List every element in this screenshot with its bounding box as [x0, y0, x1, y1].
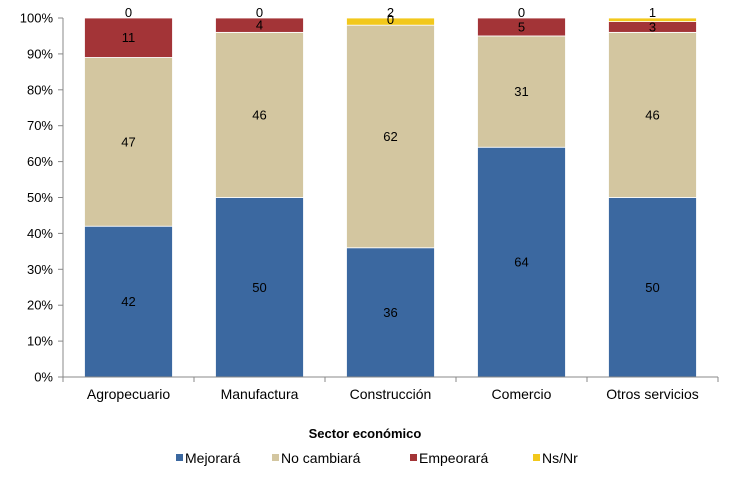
legend: Mejorará No cambiará Empeorará Ns/Nr	[176, 450, 578, 466]
bar-segment	[84, 17, 173, 58]
bar-segment	[477, 146, 566, 378]
legend-label: No cambiará	[281, 450, 361, 466]
x-axis: Agropecuario Manufactura Construcción Comer…	[62, 376, 719, 402]
data-label: 46	[252, 107, 266, 122]
data-label: 42	[121, 294, 135, 309]
legend-label: Mejorará	[185, 450, 240, 466]
y-tick-label: 10%	[27, 334, 53, 349]
x-tick-label: Construcción	[350, 386, 432, 402]
bar-segment	[215, 31, 304, 198]
y-tick-label: 40%	[27, 226, 53, 241]
x-axis-title: Sector económico	[309, 426, 422, 441]
y-tick-label: 0%	[34, 370, 53, 385]
y-tick-label: 50%	[27, 190, 53, 205]
bar-segment	[608, 31, 697, 198]
y-tick-label: 90%	[27, 46, 53, 61]
x-tick-label: Comercio	[492, 386, 552, 402]
data-label: 47	[121, 134, 135, 149]
x-tick-label: Agropecuario	[87, 386, 170, 402]
legend-swatch	[272, 454, 279, 461]
data-label: 50	[252, 280, 266, 295]
data-label: 50	[645, 280, 659, 295]
data-label: 0	[125, 5, 132, 20]
legend-swatch	[176, 454, 183, 461]
y-tick-label: 20%	[27, 298, 53, 313]
data-label: 46	[645, 107, 659, 122]
bar-segment	[84, 225, 173, 378]
bar-segment	[346, 17, 435, 26]
bar-segment	[477, 17, 566, 37]
data-label: 0	[518, 5, 525, 20]
x-tick-label: Manufactura	[221, 386, 299, 402]
x-tick-label: Otros servicios	[606, 386, 699, 402]
bar-segment	[215, 17, 304, 33]
data-label: 2	[387, 5, 394, 20]
data-label: 36	[383, 305, 397, 320]
data-label: 5	[518, 19, 525, 34]
data-label: 11	[122, 30, 136, 45]
bar-segment	[84, 57, 173, 227]
data-label: 1	[649, 5, 656, 20]
data-label: 0	[256, 5, 263, 20]
legend-label: Ns/Nr	[542, 450, 578, 466]
y-tick-label: 60%	[27, 154, 53, 169]
legend-label: Empeorará	[419, 450, 488, 466]
data-label: 64	[514, 255, 528, 270]
bar-segment	[477, 35, 566, 148]
data-label: 0	[387, 12, 394, 27]
data-label: 31	[514, 84, 528, 99]
y-tick-label: 80%	[27, 82, 53, 97]
data-label: 3	[649, 19, 656, 34]
bar-segment	[608, 197, 697, 378]
data-label: 62	[383, 129, 397, 144]
y-tick-label: 100%	[20, 11, 54, 26]
bars	[84, 17, 697, 378]
legend-swatch	[533, 454, 540, 461]
y-axis: 0% 10% 20% 30% 40% 50% 60% 70% 80% 90% 100%	[20, 11, 64, 385]
bar-segment	[346, 247, 435, 378]
legend-swatch	[410, 454, 417, 461]
y-tick-label: 70%	[27, 118, 53, 133]
data-label: 4	[256, 18, 263, 33]
y-tick-label: 30%	[27, 262, 53, 277]
bar-segment	[608, 17, 697, 22]
